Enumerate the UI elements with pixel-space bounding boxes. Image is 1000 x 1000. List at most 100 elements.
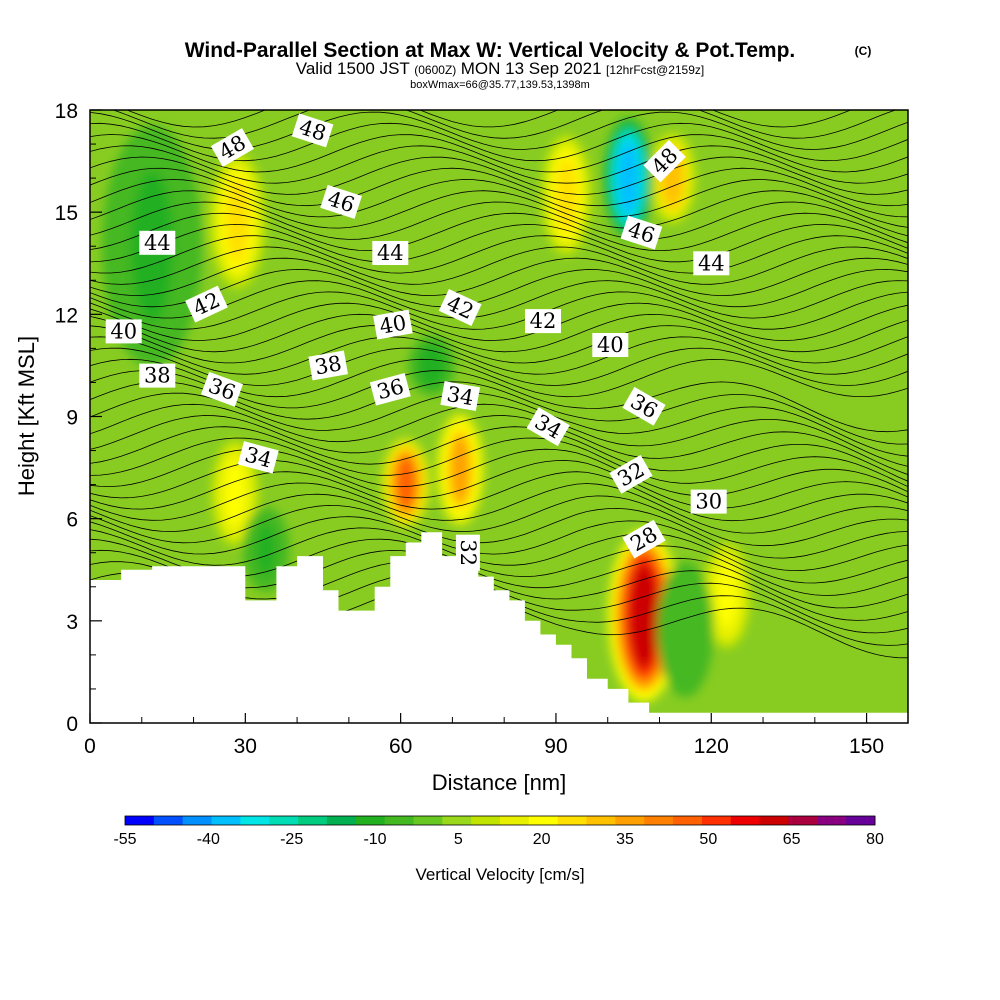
contour-label-box bbox=[690, 489, 727, 514]
contour-label-box bbox=[320, 184, 362, 219]
colorbar-swatch bbox=[846, 816, 876, 825]
contour-label-box bbox=[210, 128, 254, 167]
theta-contour-line bbox=[90, 190, 908, 229]
contour-label-box bbox=[200, 371, 244, 407]
updraft-cell bbox=[716, 562, 737, 629]
colorbar-swatch bbox=[557, 816, 588, 825]
x-tick-label: 120 bbox=[694, 735, 729, 758]
theta-contour-line bbox=[90, 235, 908, 274]
colorbar-tick-label: 5 bbox=[454, 831, 463, 848]
colorbar-swatch bbox=[701, 816, 732, 825]
colorbar-swatch bbox=[211, 816, 241, 825]
colorbar-swatch bbox=[326, 816, 357, 825]
contour-label-text: 34 bbox=[445, 382, 475, 410]
contour-label-box bbox=[185, 285, 228, 323]
colorbar-tick-label: -10 bbox=[363, 831, 386, 848]
y-tick-label: 6 bbox=[66, 509, 78, 532]
contour-label-box bbox=[526, 407, 570, 447]
x-tick-label: 0 bbox=[84, 735, 96, 758]
theta-contour-line bbox=[90, 482, 908, 534]
colorbar-swatch bbox=[500, 816, 530, 825]
colorbar-swatch bbox=[788, 816, 818, 825]
x-tick-label: 150 bbox=[849, 735, 884, 758]
terrain-mask bbox=[90, 532, 908, 723]
contour-label-text: 40 bbox=[378, 310, 408, 338]
contour-label-box bbox=[592, 333, 629, 357]
colorbar-swatch bbox=[644, 816, 674, 825]
y-tick-label: 3 bbox=[66, 611, 78, 634]
theta-contour-line bbox=[90, 291, 908, 330]
updraft-cell bbox=[450, 434, 470, 504]
colorbar-swatch bbox=[730, 816, 761, 825]
theta-contour-line bbox=[90, 527, 908, 584]
colorbar-tick-label: 65 bbox=[783, 831, 801, 848]
contour-label-box bbox=[620, 215, 663, 250]
contour-label-box bbox=[373, 309, 413, 340]
colorbar-swatch bbox=[528, 816, 559, 825]
theta-contour-line bbox=[90, 179, 908, 218]
theta-contour-line bbox=[90, 313, 908, 353]
theta-contour-line bbox=[90, 493, 908, 547]
colorbar-tick-label: 35 bbox=[616, 831, 634, 848]
updraft-cell bbox=[629, 562, 659, 670]
contour-label-text: 32 bbox=[456, 539, 480, 566]
valid-utc: (0600Z) bbox=[414, 63, 456, 77]
colorbar-swatch bbox=[586, 816, 616, 825]
theta-contour-line bbox=[90, 460, 908, 509]
colorbar-swatch bbox=[413, 816, 443, 825]
theta-contour-line bbox=[90, 156, 908, 195]
contour-label-box bbox=[291, 113, 334, 148]
theta-contour-label: 28 bbox=[622, 519, 666, 559]
colorbar-swatch bbox=[240, 816, 270, 825]
contour-label-box bbox=[139, 230, 176, 255]
theta-contour-label: 38 bbox=[139, 363, 176, 388]
theta-contour-label: 40 bbox=[592, 333, 629, 357]
y-tick-label: 15 bbox=[55, 202, 78, 225]
x-tick-label: 60 bbox=[389, 735, 412, 758]
theta-contour-label: 42 bbox=[525, 309, 561, 334]
theta-contour-line bbox=[90, 167, 908, 207]
theta-contour-line bbox=[90, 212, 908, 252]
contour-label-box bbox=[622, 519, 666, 559]
updraft-cell bbox=[225, 178, 250, 263]
x-tick-label: 30 bbox=[234, 735, 257, 758]
contour-label-box bbox=[237, 441, 279, 474]
colorbar-tick-label: -55 bbox=[113, 831, 136, 848]
colorbar-tick-label: -25 bbox=[280, 831, 303, 848]
theta-contour-label: 46 bbox=[620, 215, 663, 250]
contour-label-box bbox=[139, 363, 176, 388]
updraft-cell bbox=[225, 460, 245, 526]
x-axis-label: Distance [nm] bbox=[432, 770, 567, 795]
valid-date: MON 13 Sep 2021 bbox=[461, 59, 602, 78]
colorbar-label: Vertical Velocity [cm/s] bbox=[415, 865, 584, 884]
colorbar-swatch bbox=[355, 816, 386, 825]
colorbar-swatch bbox=[471, 816, 501, 825]
theta-contour-line bbox=[90, 516, 908, 572]
contour-label-box bbox=[105, 319, 142, 344]
theta-contour-label: 44 bbox=[372, 241, 409, 265]
colorbar-swatch bbox=[673, 816, 703, 825]
colorbar-swatch bbox=[298, 816, 328, 825]
theta-contour-line bbox=[90, 325, 908, 364]
theta-contour-label: 30 bbox=[690, 489, 727, 514]
theta-contour-line bbox=[90, 426, 908, 482]
theta-contour-line bbox=[90, 403, 908, 467]
theta-contour-line bbox=[90, 415, 908, 475]
colorbar-tick-label: 20 bbox=[533, 831, 551, 848]
contour-label-box bbox=[369, 373, 411, 406]
contour-label-text: 38 bbox=[144, 364, 171, 388]
colorbar-tick-label: -40 bbox=[197, 831, 220, 848]
theta-contour-label: 44 bbox=[693, 251, 730, 276]
theta-contour-label: 40 bbox=[105, 319, 142, 344]
colorbar-tick-label: 50 bbox=[699, 831, 717, 848]
theta-contour-line bbox=[126, 110, 852, 128]
colorbar-swatch bbox=[182, 816, 213, 825]
contour-label-box bbox=[455, 534, 480, 571]
y-axis-label: Height [Kft MSL] bbox=[14, 336, 39, 496]
downdraft-cell bbox=[421, 346, 442, 385]
theta-contour-line bbox=[90, 448, 908, 497]
valid-prefix: Valid 1500 JST bbox=[296, 59, 410, 78]
chart-title: Wind-Parallel Section at Max W: Vertical… bbox=[185, 39, 796, 62]
colorbar-tick-label: 80 bbox=[866, 831, 884, 848]
